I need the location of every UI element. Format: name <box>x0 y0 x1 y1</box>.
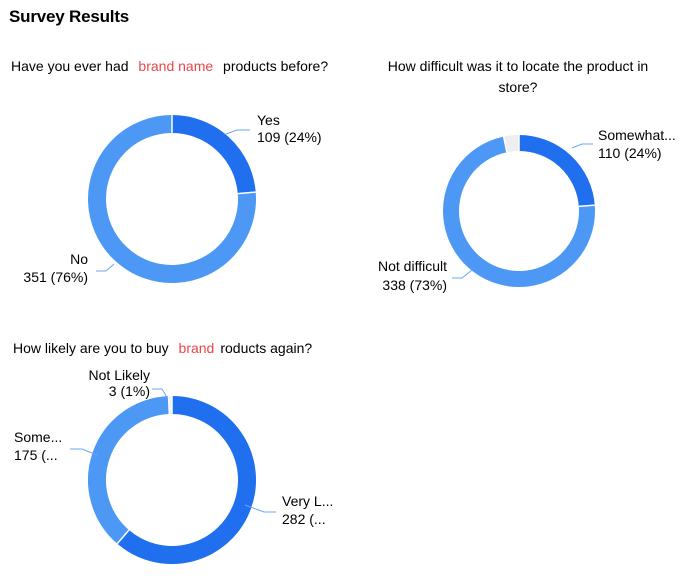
page-title: Survey Results <box>9 7 130 26</box>
chart-2-title-text: How difficult was it to locate the produ… <box>387 58 649 95</box>
chart-1-title-redacted-brand: brand name <box>134 56 218 77</box>
chart-2-slice-2-value: 338 (73%) <box>382 277 447 293</box>
chart-2-slice-separator <box>578 204 595 208</box>
chart-2-leader-line-1 <box>571 143 593 149</box>
chart-3-title-part-1: How likely are you to buy <box>13 340 169 356</box>
chart-1-title-part-2: products before? <box>223 58 329 74</box>
chart-2-slice-2-label: Not difficult <box>378 258 447 274</box>
chart-1-slice-2-label: No <box>70 251 88 267</box>
chart-3-slice-1[interactable] <box>117 396 256 564</box>
chart-1-slice-1-label: Yes <box>257 112 280 128</box>
chart-2-slice-1-label: Somewhat... <box>598 127 676 143</box>
chart-1-title-part-1: Have you ever had <box>11 58 129 74</box>
chart-3-slice-separator <box>167 396 171 415</box>
chart-1-slice-1-value: 109 (24%) <box>257 129 322 145</box>
chart-3-title-part-2: roducts again? <box>220 340 313 356</box>
chart-1-slice-1[interactable] <box>171 115 256 194</box>
chart-1-title: Have you ever had brand name products be… <box>11 56 328 77</box>
chart-3-title: How likely are you to buy brand roducts a… <box>13 338 312 359</box>
chart-3-slice-3-value: 3 (1%) <box>109 383 150 399</box>
chart-1-slice-2[interactable] <box>88 115 256 283</box>
chart-3-slice-separator <box>116 529 130 545</box>
chart-3-title-redacted-brand: brand <box>174 338 219 359</box>
chart-1-leader-line-2 <box>96 263 115 272</box>
chart-2-leader-line-2 <box>452 269 473 279</box>
chart-1-slice-2-value: 351 (76%) <box>23 269 88 285</box>
chart-2-slice-1[interactable] <box>518 135 595 207</box>
chart-3-slice-2-label: Some... <box>14 429 62 445</box>
chart-1-slice-separator <box>237 191 256 195</box>
chart-3-slice-1-label: Very L... <box>282 493 333 509</box>
chart-1-leader-line-1 <box>225 129 250 135</box>
chart-2-slice-separator <box>502 136 508 153</box>
chart-3-slice-2[interactable] <box>88 396 170 544</box>
chart-3-slice-2-value: 175 (... <box>14 447 58 463</box>
chart-2-slice-2[interactable] <box>443 136 595 287</box>
chart-3-slice-3-label: Not Likely <box>89 367 150 383</box>
chart-3-leader-line-1 <box>244 504 276 513</box>
chart-3-slice-1-value: 282 (... <box>282 511 326 527</box>
chart-3-leader-line-2 <box>70 448 98 456</box>
chart-2-slice-1-value: 110 (24%) <box>598 145 662 161</box>
chart-3-leader-line-3 <box>152 388 169 400</box>
